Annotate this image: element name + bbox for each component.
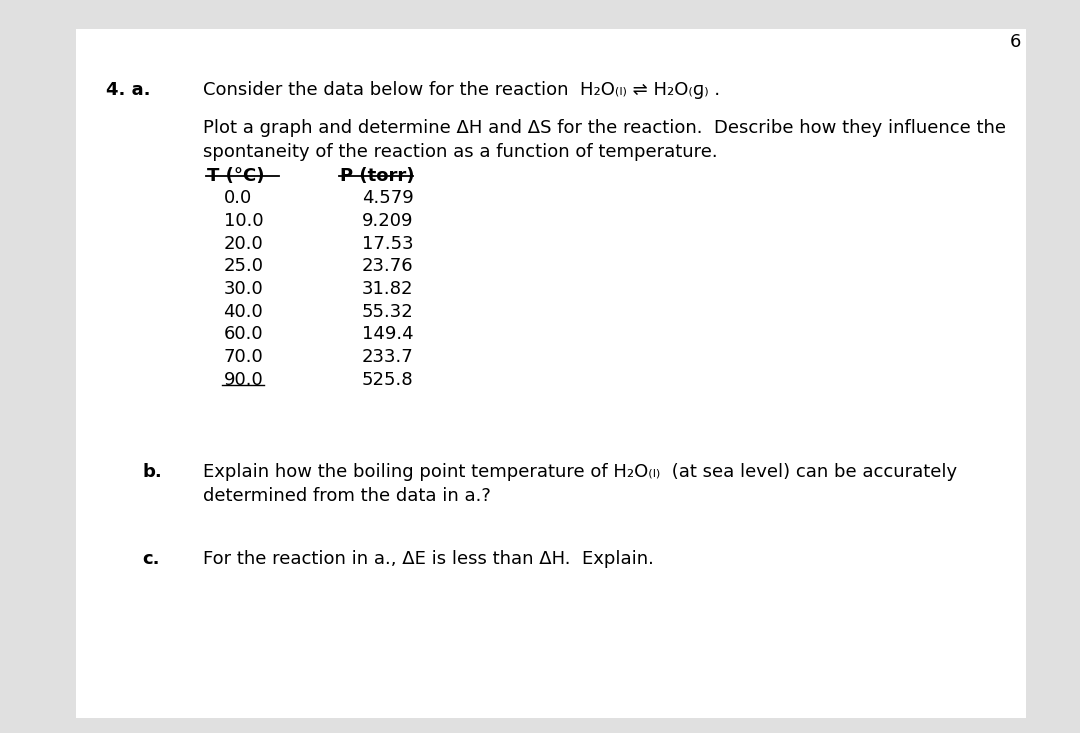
Text: 233.7: 233.7 <box>362 348 414 366</box>
Text: 149.4: 149.4 <box>362 325 414 344</box>
Text: 60.0: 60.0 <box>224 325 264 344</box>
Text: 0.0: 0.0 <box>224 189 252 207</box>
Text: spontaneity of the reaction as a function of temperature.: spontaneity of the reaction as a functio… <box>203 143 718 161</box>
Text: 40.0: 40.0 <box>224 303 264 321</box>
Text: 4.579: 4.579 <box>362 189 414 207</box>
Text: 20.0: 20.0 <box>224 235 264 253</box>
Text: Consider the data below for the reaction  H₂O₍ₗ₎ ⇌ H₂O₍ɡ₎ .: Consider the data below for the reaction… <box>203 81 720 99</box>
Text: For the reaction in a., ΔE is less than ΔH.  Explain.: For the reaction in a., ΔE is less than … <box>203 550 653 568</box>
Text: determined from the data in a.?: determined from the data in a.? <box>203 487 491 506</box>
Text: 90.0: 90.0 <box>224 371 264 389</box>
Text: 31.82: 31.82 <box>362 280 414 298</box>
Text: 30.0: 30.0 <box>224 280 264 298</box>
Text: b.: b. <box>143 463 162 482</box>
Text: c.: c. <box>143 550 160 568</box>
Text: Explain how the boiling point temperature of H₂O₍ₗ₎  (at sea level) can be accur: Explain how the boiling point temperatur… <box>203 463 957 482</box>
Text: 23.76: 23.76 <box>362 257 414 276</box>
Text: Plot a graph and determine ΔH and ΔS for the reaction.  Describe how they influe: Plot a graph and determine ΔH and ΔS for… <box>203 119 1007 138</box>
Text: 55.32: 55.32 <box>362 303 414 321</box>
Text: P (torr): P (torr) <box>340 167 415 185</box>
Text: 10.0: 10.0 <box>224 212 264 230</box>
Text: T (°C): T (°C) <box>207 167 265 185</box>
Text: 6: 6 <box>1010 33 1022 51</box>
Text: 70.0: 70.0 <box>224 348 264 366</box>
Text: 525.8: 525.8 <box>362 371 414 389</box>
Text: 9.209: 9.209 <box>362 212 414 230</box>
Text: 17.53: 17.53 <box>362 235 414 253</box>
Text: 25.0: 25.0 <box>224 257 264 276</box>
Text: 4. a.: 4. a. <box>106 81 150 99</box>
